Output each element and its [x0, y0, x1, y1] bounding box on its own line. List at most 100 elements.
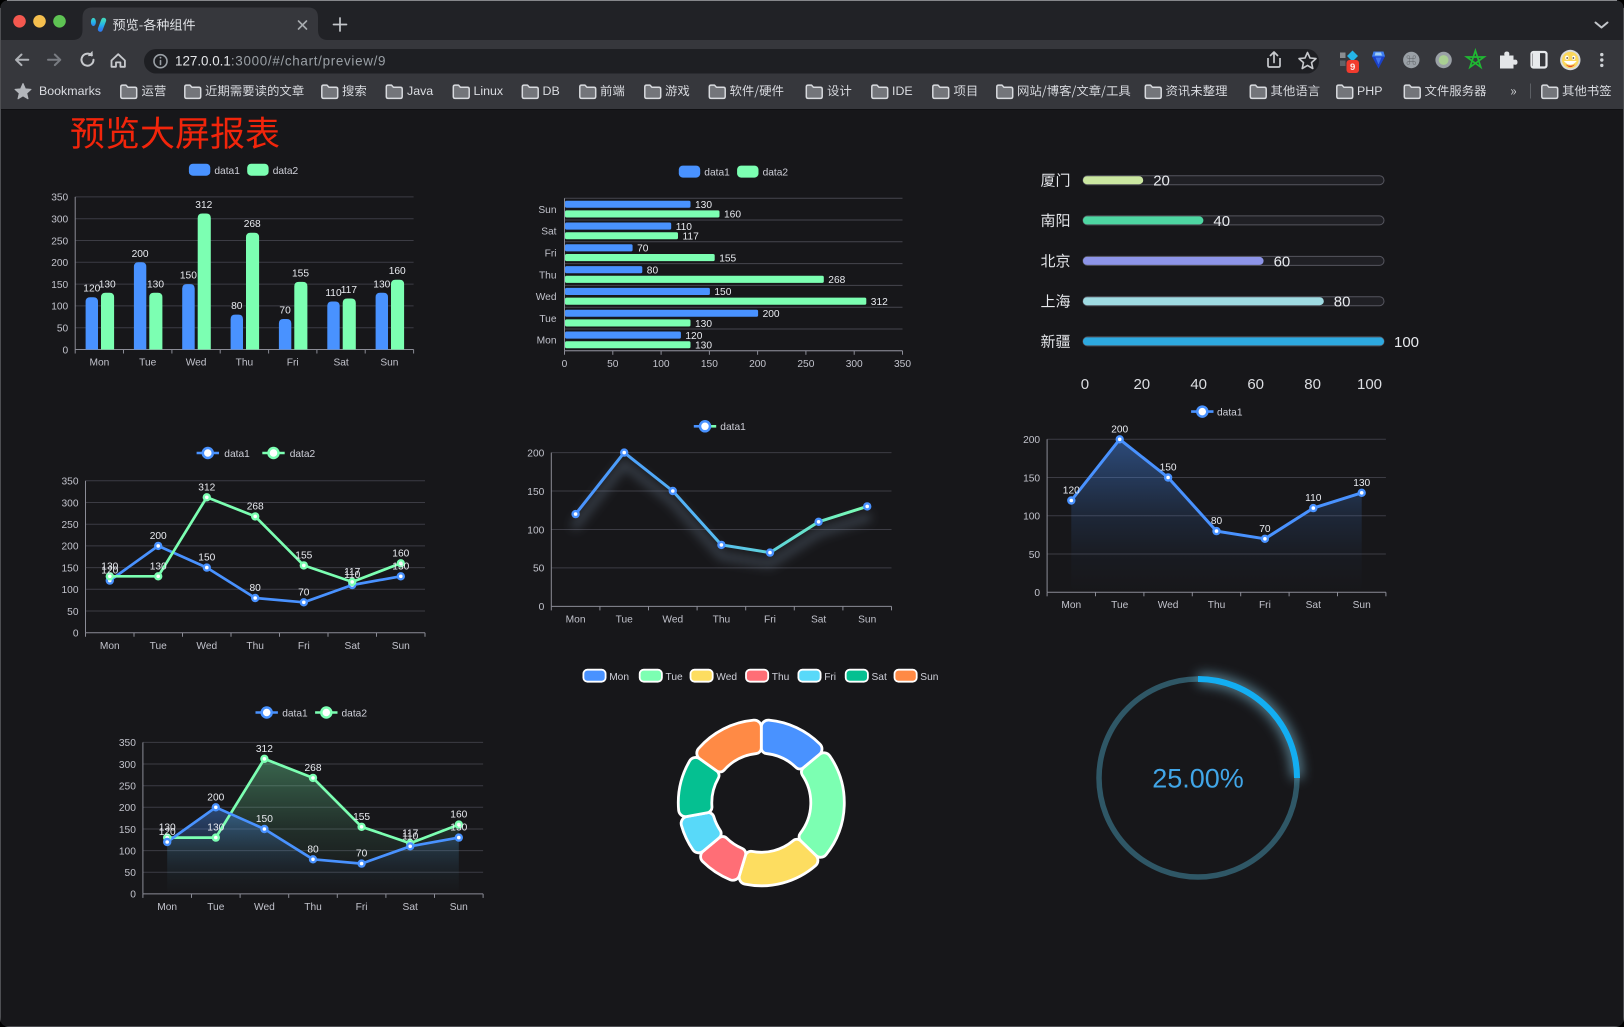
svg-text:Mon: Mon — [100, 641, 120, 652]
svg-text:data1: data1 — [720, 422, 746, 433]
svg-text:40: 40 — [1213, 213, 1230, 230]
svg-text:300: 300 — [846, 359, 863, 370]
svg-text:Thu: Thu — [304, 902, 322, 913]
svg-text:312: 312 — [195, 200, 212, 211]
svg-text:250: 250 — [797, 359, 814, 370]
svg-text:160: 160 — [724, 210, 741, 221]
svg-text:130: 130 — [695, 319, 712, 330]
svg-text:50: 50 — [533, 564, 545, 575]
svg-text:Tue: Tue — [539, 314, 557, 325]
svg-text:60: 60 — [1274, 253, 1291, 270]
svg-text:Tue: Tue — [207, 902, 225, 913]
svg-text:350: 350 — [119, 738, 136, 749]
svg-text:0: 0 — [1034, 588, 1040, 599]
svg-text:250: 250 — [62, 520, 79, 531]
svg-text:data1: data1 — [282, 708, 308, 719]
svg-text:Sat: Sat — [872, 672, 887, 683]
svg-text:350: 350 — [62, 477, 79, 488]
svg-text:110: 110 — [402, 831, 419, 842]
svg-text:0: 0 — [130, 890, 136, 901]
svg-text:155: 155 — [295, 550, 312, 561]
svg-text:0: 0 — [562, 359, 568, 370]
svg-text:130: 130 — [695, 200, 712, 211]
svg-text:Wed: Wed — [662, 614, 683, 625]
svg-text:100: 100 — [653, 359, 670, 370]
svg-text:100: 100 — [1357, 376, 1382, 393]
svg-text:160: 160 — [389, 266, 406, 277]
svg-text:Sun: Sun — [858, 614, 876, 625]
svg-text:70: 70 — [356, 849, 368, 860]
svg-text:Bookmarks: Bookmarks — [39, 84, 101, 98]
svg-text:117: 117 — [344, 567, 361, 578]
svg-text:200: 200 — [1023, 435, 1040, 446]
svg-text:Tue: Tue — [139, 357, 157, 368]
svg-text:Wed: Wed — [536, 292, 557, 303]
svg-text:Sun: Sun — [450, 902, 468, 913]
svg-text:200: 200 — [527, 448, 544, 459]
svg-text:Sun: Sun — [538, 205, 556, 216]
svg-text:130: 130 — [159, 823, 176, 834]
svg-text:Tue: Tue — [150, 641, 168, 652]
svg-text:117: 117 — [683, 232, 700, 243]
svg-text:110: 110 — [676, 222, 693, 233]
svg-text:100: 100 — [62, 585, 79, 596]
svg-text:100: 100 — [1023, 512, 1040, 523]
svg-text:350: 350 — [894, 359, 911, 370]
svg-text:110: 110 — [344, 570, 361, 581]
svg-text:130: 130 — [99, 279, 116, 290]
svg-text:312: 312 — [198, 482, 215, 493]
svg-text:Sun: Sun — [920, 672, 938, 683]
svg-text:130: 130 — [392, 561, 409, 572]
svg-text:IDE: IDE — [892, 84, 913, 98]
svg-text:data1: data1 — [224, 449, 250, 460]
svg-text:Thu: Thu — [1208, 600, 1226, 611]
svg-text:data2: data2 — [342, 708, 368, 719]
svg-text:9: 9 — [1350, 62, 1355, 73]
svg-text:Fri: Fri — [545, 249, 557, 260]
svg-text:Tue: Tue — [616, 614, 634, 625]
svg-text:120: 120 — [83, 284, 100, 295]
svg-text:60: 60 — [1247, 376, 1264, 393]
svg-text:120: 120 — [159, 827, 176, 838]
svg-text:130: 130 — [1353, 478, 1370, 489]
svg-text:100: 100 — [119, 846, 136, 857]
svg-text:Fri: Fri — [824, 672, 836, 683]
svg-text:200: 200 — [763, 309, 780, 320]
svg-text:200: 200 — [62, 542, 79, 553]
svg-text:Java: Java — [407, 84, 433, 98]
svg-text:80: 80 — [647, 265, 659, 276]
svg-text:268: 268 — [244, 219, 261, 230]
svg-text:Thu: Thu — [539, 270, 557, 281]
svg-text:250: 250 — [51, 236, 68, 247]
svg-text:70: 70 — [298, 587, 310, 598]
svg-text:110: 110 — [1305, 493, 1322, 504]
svg-text:Sun: Sun — [392, 641, 410, 652]
svg-text:Linux: Linux — [474, 84, 504, 98]
svg-text:Mon: Mon — [89, 357, 109, 368]
svg-text:268: 268 — [305, 763, 322, 774]
svg-text:150: 150 — [714, 287, 731, 298]
svg-text:40: 40 — [1190, 376, 1207, 393]
svg-text:20: 20 — [1153, 173, 1170, 190]
svg-text:Mon: Mon — [157, 902, 177, 913]
svg-text:Fri: Fri — [764, 614, 776, 625]
svg-text:Sun: Sun — [1353, 600, 1371, 611]
svg-text:Wed: Wed — [196, 641, 217, 652]
svg-text:Wed: Wed — [186, 357, 207, 368]
svg-text:Tue: Tue — [666, 672, 684, 683]
svg-text:Mon: Mon — [1061, 600, 1081, 611]
svg-text:0: 0 — [73, 629, 79, 640]
svg-text:Thu: Thu — [246, 641, 264, 652]
svg-text:DB: DB — [543, 84, 560, 98]
svg-text:150: 150 — [1160, 463, 1177, 474]
svg-text:130: 130 — [695, 341, 712, 352]
svg-text:130: 130 — [101, 561, 118, 572]
svg-text::3000/#/chart/preview/9: :3000/#/chart/preview/9 — [231, 54, 386, 69]
svg-text:80: 80 — [1211, 516, 1223, 527]
svg-text:70: 70 — [1259, 524, 1271, 535]
svg-text:200: 200 — [1111, 424, 1128, 435]
svg-text:130: 130 — [450, 823, 467, 834]
svg-text:20: 20 — [1133, 376, 1150, 393]
svg-text:120: 120 — [101, 566, 118, 577]
svg-text:80: 80 — [307, 844, 319, 855]
